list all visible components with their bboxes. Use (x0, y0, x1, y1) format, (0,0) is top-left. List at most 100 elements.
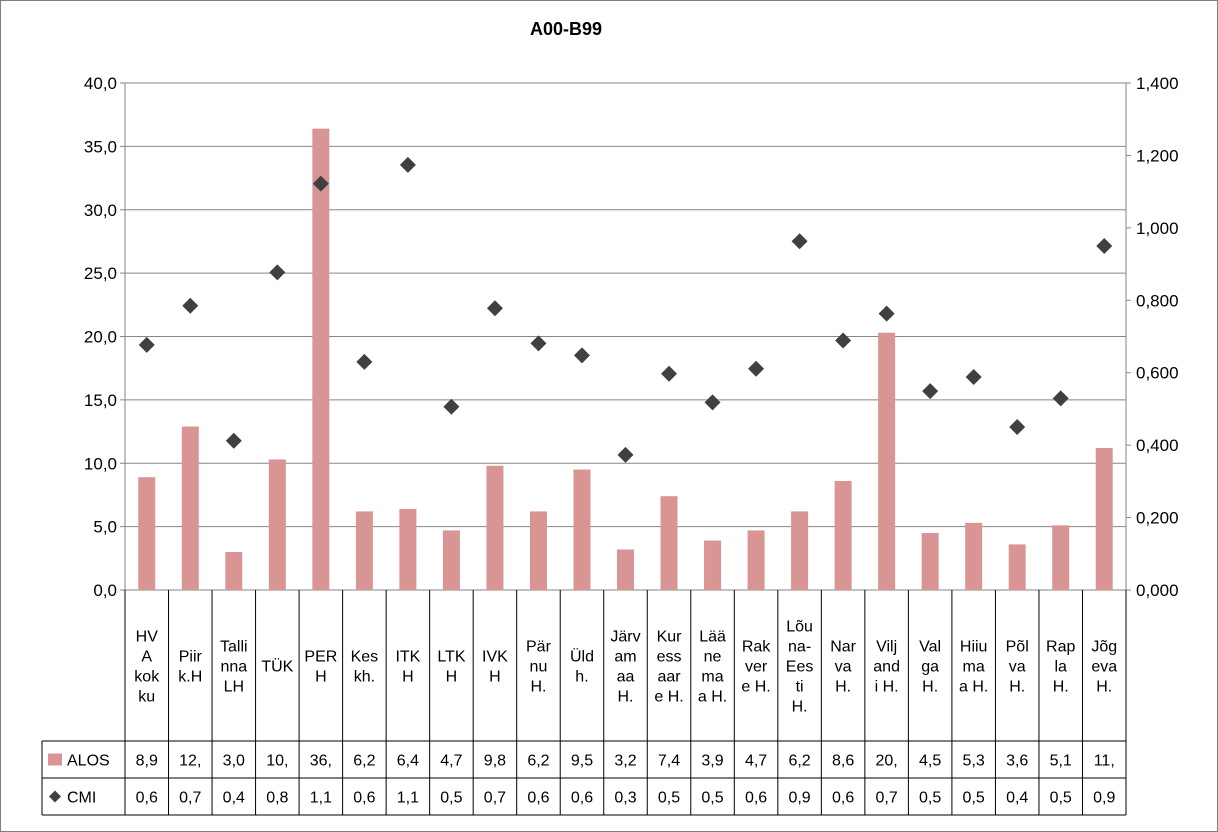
cmi-point (573, 347, 590, 364)
alos-cell: 4,7 (440, 753, 462, 770)
alos-cell: 5,3 (963, 753, 985, 770)
alos-bar (399, 508, 417, 590)
cmi-point (269, 264, 286, 281)
alos-cell: 11, (1094, 753, 1115, 770)
left-tick-label: 35,0 (84, 137, 117, 156)
right-tick-label: 1,400 (1136, 74, 1179, 93)
cmi-point (1009, 419, 1026, 436)
alos-bar (1052, 525, 1070, 590)
alos-bar (312, 128, 330, 590)
alos-cell: 20, (876, 753, 898, 770)
legend-cmi-label: CMI (67, 790, 96, 807)
alos-cell: 3,9 (701, 753, 723, 770)
right-tick-label: 1,000 (1136, 219, 1179, 238)
cmi-point (182, 297, 199, 314)
right-tick-label: 0,400 (1136, 436, 1179, 455)
alos-bar (181, 426, 199, 590)
category-label: Hiiu ma a H. (959, 639, 988, 696)
alos-bar (878, 332, 896, 590)
cmi-point (661, 365, 678, 382)
alos-bar (704, 540, 722, 590)
right-tick-label: 0,200 (1136, 509, 1179, 528)
category-label: Pär nu H. (526, 639, 552, 696)
left-tick-label: 10,0 (84, 454, 117, 473)
category-label: TÜK (261, 658, 293, 676)
alos-bar (268, 459, 286, 590)
alos-bar (138, 477, 156, 590)
cmi-point (617, 446, 634, 463)
category-label: Piir k.H (178, 649, 202, 686)
category-label: Rak ver e H. (741, 639, 771, 696)
alos-cell: 10, (266, 753, 288, 770)
cmi-cell: 0,5 (658, 790, 680, 807)
cmi-point (791, 233, 808, 250)
cmi-point (312, 175, 329, 192)
cmi-point (704, 394, 721, 411)
cmi-cell: 1,1 (397, 790, 419, 807)
cmi-cell: 0,5 (440, 790, 462, 807)
cmi-cell: 0,5 (919, 790, 941, 807)
alos-bar (921, 532, 939, 590)
cmi-cell: 0,8 (266, 790, 288, 807)
gridlines (124, 82, 1127, 591)
legend-cmi-marker (49, 790, 61, 803)
alos-cell: 7,4 (658, 753, 680, 770)
category-label: Val ga H. (919, 639, 941, 696)
category-label: Kur ess aar e H. (654, 629, 683, 706)
alos-cell: 12, (179, 753, 201, 770)
cmi-cell: 0,5 (963, 790, 985, 807)
chart-title: A00-B99 (530, 19, 602, 39)
left-tick-label: 15,0 (84, 391, 117, 410)
cmi-cell: 0,3 (614, 790, 636, 807)
cmi-point (835, 332, 852, 349)
left-tick-label: 5,0 (93, 518, 117, 537)
alos-bar (486, 465, 504, 590)
alos-bars (138, 128, 1113, 590)
category-label: PER H (304, 649, 337, 686)
cmi-point (225, 432, 242, 449)
right-tick-label: 1,200 (1136, 146, 1179, 165)
cmi-cell: 0,9 (1093, 790, 1115, 807)
category-label: Jõg eva H. (1091, 639, 1117, 696)
alos-cell: 3,6 (1006, 753, 1028, 770)
alos-cell: 6,2 (353, 753, 375, 770)
left-tick-label: 40,0 (84, 74, 117, 93)
alos-bar (747, 530, 765, 590)
cmi-point (1096, 237, 1113, 254)
left-tick-label: 30,0 (84, 201, 117, 220)
right-tick-label: 0,800 (1136, 291, 1179, 310)
alos-bar (791, 511, 809, 590)
category-label: Nar va H. (830, 639, 856, 696)
category-label: Rap la H. (1046, 639, 1075, 696)
cmi-point (965, 369, 982, 386)
category-label: Lõu na-Ees ti H. (786, 619, 814, 716)
alos-cell: 9,8 (484, 753, 506, 770)
alos-bar (573, 469, 591, 590)
alos-cell: 3,2 (614, 753, 636, 770)
alos-cell: 4,7 (745, 753, 767, 770)
legend-alos-label: ALOS (67, 753, 110, 770)
cmi-cell: 0,6 (353, 790, 375, 807)
alos-cell: 6,2 (527, 753, 549, 770)
left-axis-ticks: 0,0 5,0 10,0 15,0 20,0 25,0 30,0 35,0 40,0 (84, 74, 125, 600)
cmi-point (748, 360, 765, 377)
cmi-cell: 0,6 (571, 790, 593, 807)
cmi-cell: 0,6 (745, 790, 767, 807)
cmi-cell: 0,9 (788, 790, 810, 807)
right-tick-label: 0,000 (1136, 581, 1179, 600)
alos-cell: 36, (310, 753, 332, 770)
cmi-point (486, 300, 503, 317)
alos-bar (442, 530, 460, 590)
alos-bar (1008, 544, 1026, 590)
alos-cell: 6,4 (397, 753, 419, 770)
cmi-markers (138, 156, 1113, 463)
cmi-point (443, 398, 460, 415)
alos-bar (225, 551, 243, 590)
cmi-point (399, 156, 416, 173)
category-label: LTK H (437, 649, 465, 686)
alos-bar (1095, 448, 1113, 590)
